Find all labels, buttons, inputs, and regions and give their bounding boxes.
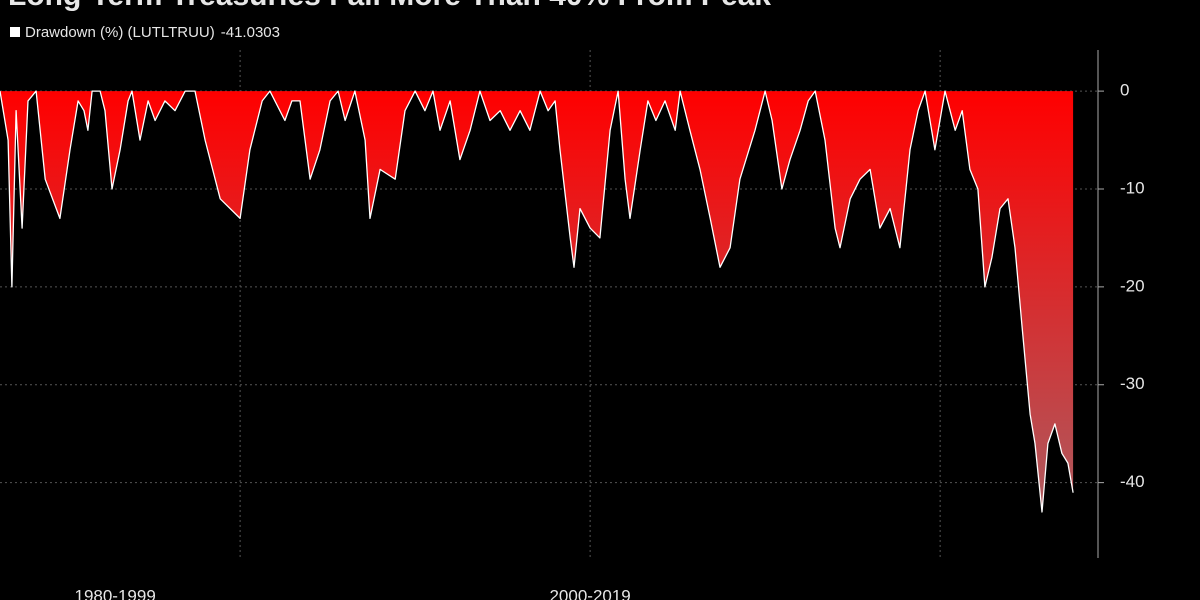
line: [0, 90, 1074, 513]
y-tick-label: -20: [1120, 276, 1145, 295]
y-tick-label: -40: [1120, 472, 1145, 491]
x-period-label: 1980-1999: [74, 586, 155, 600]
y-tick-label: -10: [1120, 178, 1145, 197]
y-tick-label: -30: [1120, 374, 1145, 393]
y-tick-label: 0: [1120, 81, 1129, 100]
area: [0, 91, 1074, 512]
x-period-label: 2000-2019: [549, 586, 630, 600]
legend-value: -41.0303: [221, 24, 280, 41]
legend-label: Drawdown (%) (LUTLTRUU): [25, 24, 215, 41]
legend-swatch: [10, 27, 20, 37]
chart-title: Long-Term Treasuries Fall More Than 40% …: [8, 0, 771, 12]
